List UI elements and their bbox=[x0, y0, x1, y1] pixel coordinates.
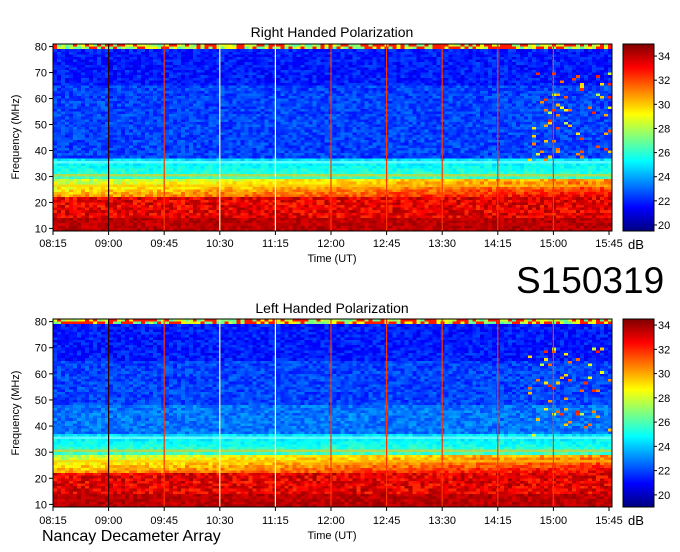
colorbar-tick-label: 34 bbox=[658, 51, 670, 63]
chart-title: Right Handed Polarization bbox=[251, 24, 414, 40]
colorbar-tick-label: 20 bbox=[658, 490, 670, 502]
x-axis-label: Time (UT) bbox=[307, 253, 356, 265]
chart-left-polarization: Left Handed Polarization 10 20 30 40 50 60 70 8… bbox=[10, 300, 670, 542]
x-tick-label: 15:45 bbox=[595, 515, 623, 527]
y-tick-label: 10 bbox=[35, 499, 47, 511]
y-tick-label: 30 bbox=[35, 171, 47, 183]
spectrogram-image bbox=[53, 44, 612, 231]
x-tick-label: 12:00 bbox=[317, 515, 345, 527]
y-axis-label: Frequency (MHz) bbox=[10, 95, 22, 180]
colorbar bbox=[622, 43, 655, 232]
spectrogram bbox=[53, 319, 612, 507]
x-tick-label: 14:15 bbox=[484, 515, 512, 527]
instrument-label: Nancay Decameter Array bbox=[42, 528, 221, 545]
x-tick-label: 09:45 bbox=[150, 515, 178, 527]
colorbar-tick-label: 32 bbox=[658, 344, 670, 356]
x-tick-label: 10:30 bbox=[206, 238, 234, 250]
colorbar-tick-label: 28 bbox=[658, 123, 670, 135]
y-axis-label: Frequency (MHz) bbox=[10, 371, 22, 456]
colorbar-tick-label: 30 bbox=[658, 369, 670, 381]
y-tick-label: 70 bbox=[35, 68, 47, 80]
x-tick-label: 13:30 bbox=[428, 515, 456, 527]
plot-frame bbox=[52, 318, 613, 508]
x-tick-label: 08:15 bbox=[39, 515, 67, 527]
colorbar-tick-label: 22 bbox=[658, 196, 670, 208]
plot-frame bbox=[52, 43, 613, 232]
colorbar-tick-label: 30 bbox=[658, 99, 670, 111]
x-tick-label: 09:00 bbox=[95, 515, 123, 527]
y-tick-label: 40 bbox=[35, 145, 47, 157]
x-axis-label: Time (UT) bbox=[307, 530, 356, 542]
y-tick-label: 60 bbox=[35, 94, 47, 106]
y-ticks: 10 20 30 40 50 60 70 80 bbox=[35, 42, 53, 235]
x-tick-label: 13:30 bbox=[428, 238, 456, 250]
spectrogram-image bbox=[53, 319, 612, 507]
y-tick-label: 60 bbox=[35, 369, 47, 381]
x-ticks: 08:15 09:00 09:45 10:30 11:15 12:00 12:45 13:30… bbox=[39, 231, 623, 250]
y-tick-label: 80 bbox=[35, 42, 47, 54]
y-tick-label: 10 bbox=[35, 223, 47, 235]
colorbar-tick-label: 28 bbox=[658, 393, 670, 405]
x-ticks: 08:15 09:00 09:45 10:30 11:15 12:00 12:45 13:30… bbox=[39, 507, 623, 527]
chart-title: Left Handed Polarization bbox=[255, 300, 408, 316]
spectrogram bbox=[53, 44, 612, 231]
colorbar-tick-label: 24 bbox=[658, 441, 670, 453]
x-tick-label: 11:15 bbox=[262, 238, 289, 250]
colorbar-unit: dB bbox=[628, 513, 644, 528]
x-tick-label: 12:45 bbox=[373, 515, 401, 527]
x-tick-label: 09:45 bbox=[150, 238, 178, 250]
x-tick-label: 10:30 bbox=[206, 515, 234, 527]
observation-id: S150319 bbox=[516, 260, 665, 301]
y-tick-label: 70 bbox=[35, 343, 47, 355]
colorbar-ticks: 20 22 24 26 28 30 32 34 bbox=[654, 51, 670, 232]
x-tick-label: 09:00 bbox=[95, 238, 123, 250]
x-tick-label: 14:15 bbox=[484, 238, 512, 250]
colorbar-tick-label: 26 bbox=[658, 417, 670, 429]
x-tick-label: 08:15 bbox=[39, 238, 67, 250]
y-tick-label: 30 bbox=[35, 447, 47, 459]
y-tick-label: 20 bbox=[35, 473, 47, 485]
y-tick-label: 50 bbox=[35, 120, 47, 132]
y-ticks: 10 20 30 40 50 60 70 80 bbox=[35, 317, 53, 511]
x-tick-label: 15:00 bbox=[540, 238, 568, 250]
x-tick-label: 15:00 bbox=[540, 515, 568, 527]
y-tick-label: 40 bbox=[35, 421, 47, 433]
x-tick-label: 12:45 bbox=[373, 238, 401, 250]
colorbar-tick-label: 26 bbox=[658, 148, 670, 160]
x-tick-label: 11:15 bbox=[262, 515, 289, 527]
colorbar-tick-label: 34 bbox=[658, 320, 670, 332]
x-tick-label: 12:00 bbox=[317, 238, 345, 250]
colorbar-tick-label: 22 bbox=[658, 466, 670, 478]
colorbar-tick-label: 24 bbox=[658, 172, 670, 184]
chart-right-polarization: Right Handed Polarization 10 20 30 40 50 60 70… bbox=[10, 24, 670, 265]
y-tick-label: 50 bbox=[35, 395, 47, 407]
y-tick-label: 20 bbox=[35, 197, 47, 209]
y-tick-label: 80 bbox=[35, 317, 47, 329]
colorbar-tick-label: 20 bbox=[658, 220, 670, 232]
colorbar-tick-label: 32 bbox=[658, 75, 670, 87]
colorbar-ticks: 20 22 24 26 28 30 32 34 bbox=[654, 320, 670, 502]
x-tick-label: 15:45 bbox=[595, 238, 623, 250]
colorbar bbox=[622, 318, 655, 508]
colorbar-unit: dB bbox=[628, 237, 644, 252]
